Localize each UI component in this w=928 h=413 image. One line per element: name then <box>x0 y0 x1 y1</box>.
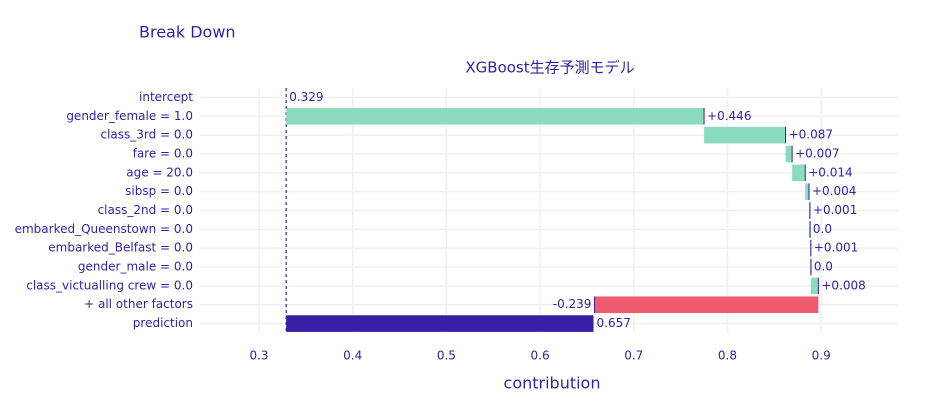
x-tick-label: 0.3 <box>249 349 268 363</box>
marks <box>285 88 819 333</box>
y-tick-label: age = 20.0 <box>126 165 193 179</box>
bar <box>594 296 819 314</box>
chart-title: Break Down <box>139 23 236 42</box>
x-tick-label: 0.4 <box>343 349 362 363</box>
bar <box>792 164 806 182</box>
grid <box>200 88 898 333</box>
bar <box>286 107 705 125</box>
y-tick-label: fare = 0.0 <box>133 146 193 160</box>
value-label: -0.239 <box>553 297 592 311</box>
y-tick-label: sibsp = 0.0 <box>125 184 193 198</box>
y-tick-label: class_2nd = 0.0 <box>98 203 193 217</box>
value-label: +0.446 <box>707 109 751 123</box>
y-tick-label: + all other factors <box>84 297 193 311</box>
x-tick-label: 0.5 <box>437 349 456 363</box>
value-label: 0.329 <box>289 90 323 104</box>
y-tick-label: embarked_Belfast = 0.0 <box>48 241 193 255</box>
y-tick-label: class_victualling crew = 0.0 <box>26 278 193 292</box>
value-label: 0.657 <box>597 316 631 330</box>
value-label: +0.087 <box>789 128 833 142</box>
y-tick-label: embarked_Queenstown = 0.0 <box>15 222 193 236</box>
y-tick-label: intercept <box>139 90 193 104</box>
value-label: +0.001 <box>814 241 858 255</box>
x-axis-label: contribution <box>504 374 601 393</box>
value-label: +0.014 <box>808 165 852 179</box>
x-tick-label: 0.8 <box>718 349 737 363</box>
x-tick-label: 0.6 <box>531 349 550 363</box>
bar <box>810 277 819 295</box>
value-label: +0.004 <box>812 184 856 198</box>
y-tick-label: class_3rd = 0.0 <box>100 128 193 142</box>
value-label: +0.007 <box>795 146 839 160</box>
bar <box>805 183 809 200</box>
value-label: 0.0 <box>814 260 833 274</box>
y-tick-label: gender_male = 0.0 <box>78 260 193 274</box>
bar <box>785 145 793 163</box>
value-label: +0.001 <box>813 203 857 217</box>
x-tick-label: 0.7 <box>624 349 643 363</box>
bar <box>704 126 786 144</box>
y-tick-label: gender_female = 1.0 <box>66 109 193 123</box>
value-label: 0.0 <box>813 222 832 236</box>
y-tick-label: prediction <box>133 316 193 330</box>
value-label: +0.008 <box>821 278 865 292</box>
x-tick-label: 0.9 <box>812 349 831 363</box>
chart-subtitle: XGBoost生存予測モデル <box>465 59 634 77</box>
bar <box>286 315 594 332</box>
